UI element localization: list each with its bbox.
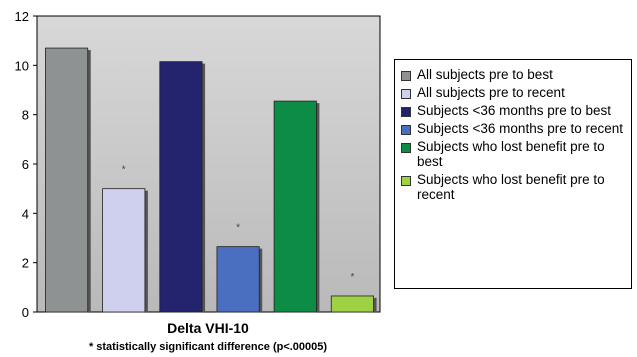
legend-swatch	[401, 107, 411, 117]
y-tick-label: 2	[22, 256, 29, 271]
legend-swatch	[401, 143, 411, 153]
bar-5	[273, 100, 317, 313]
legend-swatch	[401, 71, 411, 81]
legend-swatch	[401, 176, 411, 186]
footnote: * statistically significant difference (…	[89, 341, 327, 353]
legend-label: All subjects pre to recent	[417, 85, 565, 100]
bars-group	[45, 47, 377, 313]
legend-swatch	[401, 89, 411, 99]
y-tick-label: 0	[22, 305, 29, 320]
significance-star: *	[122, 165, 126, 176]
legend-item: Subjects who lost benefit pre to best	[401, 139, 627, 169]
significance-star: *	[236, 223, 240, 234]
significance-star: *	[350, 272, 354, 283]
legend-item: All subjects pre to best	[401, 67, 627, 82]
legend-label: All subjects pre to best	[417, 67, 553, 82]
plot-area	[36, 15, 381, 313]
y-tick-label: 6	[22, 157, 29, 172]
legend-item: All subjects pre to recent	[401, 85, 627, 100]
y-axis: 0 2 4 6 8 10 12	[15, 9, 37, 320]
legend: All subjects pre to best All subjects pre…	[394, 59, 632, 289]
significance-markers: * * *	[122, 165, 355, 283]
legend-label: Subjects <36 months pre to best	[417, 103, 611, 118]
bar-6	[330, 295, 374, 313]
legend-swatch	[401, 125, 411, 135]
legend-label: Subjects who lost benefit pre to recent	[417, 172, 605, 202]
legend-label: Subjects who lost benefit pre to best	[417, 139, 605, 169]
legend-item: Subjects <36 months pre to recent	[401, 121, 627, 136]
x-axis-label: Delta VHI-10	[167, 320, 249, 336]
bar-3	[159, 61, 203, 313]
y-tick-label: 10	[15, 58, 29, 73]
legend-item: Subjects <36 months pre to best	[401, 103, 627, 118]
y-tick-label: 12	[15, 9, 29, 24]
legend-item: Subjects who lost benefit pre to recent	[401, 172, 627, 202]
y-tick-label: 4	[22, 206, 29, 221]
bar-4	[216, 246, 260, 313]
bar-2	[102, 188, 146, 313]
legend-label: Subjects <36 months pre to recent	[417, 121, 623, 136]
y-tick-label: 8	[22, 108, 29, 123]
bar-1	[45, 47, 89, 313]
